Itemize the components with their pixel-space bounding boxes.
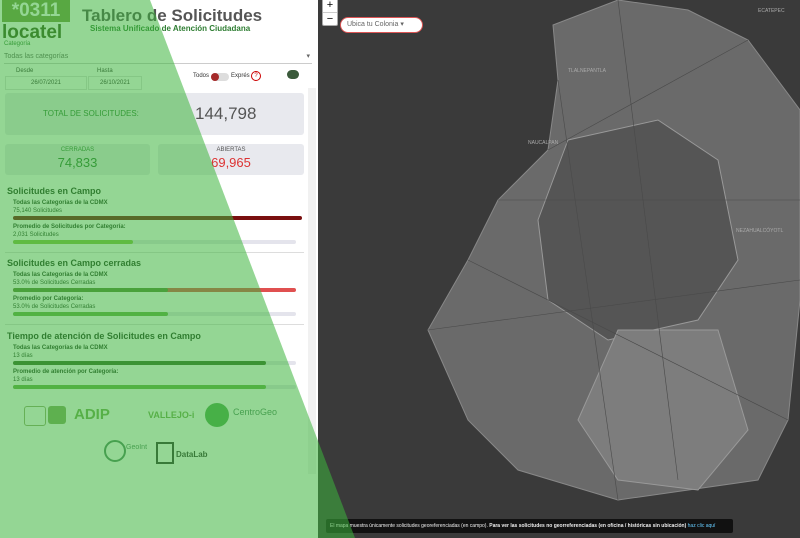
total-value: 144,798 <box>195 104 257 123</box>
zoom-control: + − <box>322 0 338 26</box>
row-value: 13 días <box>13 377 33 383</box>
toggle-knob <box>211 73 219 81</box>
row-value: 53.0% de Solicitudes Cerradas <box>13 280 96 286</box>
category-value: Todas las categorías <box>4 53 69 60</box>
logo-emblem <box>48 406 66 424</box>
footer-bold: Para ver las solicitudes no georreferenc… <box>489 523 687 529</box>
row-label: Promedio de Solicitudes por Categoría: <box>13 224 126 230</box>
total-label: TOTAL DE SOLICITUDES: <box>43 109 139 118</box>
progress-bar <box>13 385 296 389</box>
progress-fill <box>13 385 266 389</box>
south-area <box>577 329 749 491</box>
from-input[interactable]: 26/07/2021 <box>5 76 87 90</box>
row-label: Todas las Categorías de la CDMX <box>13 200 108 206</box>
logo-geoint-icon <box>104 440 126 462</box>
logo-centrogeo: CentroGeo <box>233 407 278 417</box>
divider <box>5 252 304 253</box>
row-label: Todas las Categorías de la CDMX <box>13 345 108 351</box>
progress-fill <box>13 312 168 316</box>
place-label: NEZAHUALCÓYOTL <box>736 228 784 234</box>
toggle[interactable] <box>211 73 229 81</box>
logo-datalab: DataLab <box>176 450 208 459</box>
row-label: Promedio de atención por Categoría: <box>13 369 119 375</box>
progress-bar <box>13 312 296 316</box>
progress-fill <box>13 216 302 220</box>
section-title: Solicitudes en Campo cerradas <box>7 258 142 268</box>
divider <box>5 324 304 325</box>
section-title: Tiempo de atención de Solicitudes en Cam… <box>7 331 201 341</box>
map-footer: El mapa muestra únicamente solicitudes g… <box>326 519 733 533</box>
central-area <box>537 119 739 341</box>
zoom-out[interactable]: − <box>326 13 334 25</box>
progress-bar <box>13 216 302 220</box>
open-label: ABIERTAS <box>216 147 246 153</box>
subtitle: Sistema Unificado de Atención Ciudadana <box>90 24 251 33</box>
open-box: ABIERTAS 69,965 <box>158 144 304 175</box>
map-shapes <box>427 0 800 501</box>
scrollbar[interactable] <box>308 88 316 474</box>
footer-link[interactable]: haz clic aquí <box>687 523 716 529</box>
side-panel: *0311 locatel Tablero de Solicitudes Sis… <box>0 0 318 538</box>
closed-label: CERRADAS <box>60 147 95 153</box>
place-label: NAUCALPAN <box>528 140 559 146</box>
colonia-search[interactable]: Ubica tu Colonia ▾ <box>340 17 423 33</box>
footer-note: El mapa muestra únicamente solicitudes g… <box>330 523 488 529</box>
row-value: 13 días <box>13 353 33 359</box>
closed-box: CERRADAS 74,833 <box>5 144 150 175</box>
progress-fill <box>13 361 266 365</box>
progress-bar <box>13 361 296 365</box>
logo-cdmx <box>24 406 46 426</box>
toggle-right: Exprés <box>231 73 250 79</box>
from-label: Desde <box>16 68 34 74</box>
progress-fill <box>13 240 133 244</box>
logo-geoint: GeoInt <box>126 444 148 451</box>
row-label: Promedio por Categoría: <box>13 296 84 302</box>
category-label: Categoría <box>4 41 31 47</box>
row-value: 53.0% de Solicitudes Cerradas <box>13 304 96 310</box>
title: Tablero de Solicitudes <box>82 6 263 25</box>
progress-bar <box>13 240 296 244</box>
search-text: Ubica tu Colonia <box>347 21 399 28</box>
progress-fill <box>13 288 168 292</box>
logo-datalab-icon <box>156 442 174 464</box>
logo-vallejo: VALLEJO-i <box>148 410 195 420</box>
section-title: Solicitudes en Campo <box>7 186 102 196</box>
caret: ▾ <box>306 53 310 60</box>
row-label: Todas las Categorías de la CDMX <box>13 272 108 278</box>
download-icon[interactable] <box>287 70 299 79</box>
category-select[interactable]: Todas las categorías ▾ <box>4 51 312 64</box>
total-box: TOTAL DE SOLICITUDES: 144,798 <box>5 93 304 135</box>
place-label: ECATEPEC <box>758 8 785 14</box>
street-grid <box>427 0 800 501</box>
zoom-in[interactable]: + <box>323 0 337 13</box>
row-value: 75,140 Solicitudes <box>13 208 63 214</box>
help-icon[interactable]: ? <box>251 71 261 81</box>
map[interactable]: + − Ubica tu Colonia ▾ ECATEPEC TLALNEPA… <box>318 0 800 538</box>
toggle-left: Todos <box>193 73 210 79</box>
logo-centrogeo-icon <box>205 403 229 427</box>
place-label: TLALNEPANTLA <box>568 68 606 74</box>
row-value: 2,031 Solicitudes <box>13 232 59 238</box>
logo-code: *0311 <box>2 0 70 22</box>
progress-bar <box>13 288 296 292</box>
to-input[interactable]: 26/10/2021 <box>88 76 142 90</box>
closed-value: 74,833 <box>57 155 98 170</box>
to-label: Hasta <box>97 68 113 74</box>
open-value: 69,965 <box>211 155 251 170</box>
logo-adip: ADIP <box>74 406 110 423</box>
